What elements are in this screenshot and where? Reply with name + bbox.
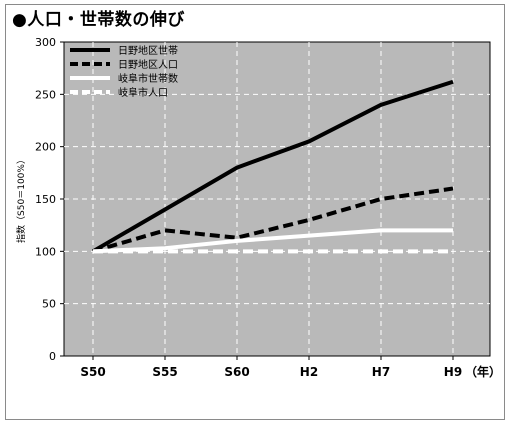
legend-label: 日野地区世帯 bbox=[118, 44, 178, 57]
x-tick-label: S60 bbox=[224, 365, 249, 379]
x-tick-label: H7 bbox=[372, 365, 390, 379]
chart-title: ●人口・世帯数の伸び bbox=[12, 10, 185, 30]
y-tick-label: 100 bbox=[35, 245, 56, 258]
x-tick-label: H9 bbox=[444, 365, 462, 379]
series-line-3 bbox=[92, 228, 453, 254]
y-tick-label: 300 bbox=[35, 36, 56, 49]
y-tick-label: 0 bbox=[49, 350, 56, 363]
y-axis-ticks: 0 50 100 150 200 250 300 bbox=[35, 36, 64, 363]
x-tick-label: H2 bbox=[300, 365, 318, 379]
x-axis-unit: （年） bbox=[465, 364, 501, 379]
legend-label: 岐阜市人口 bbox=[118, 86, 168, 99]
y-tick-label: 150 bbox=[35, 193, 56, 206]
y-tick-label: 200 bbox=[35, 141, 56, 154]
x-tick-label: S55 bbox=[152, 365, 177, 379]
y-tick-label: 50 bbox=[42, 298, 56, 311]
series-line-1 bbox=[91, 79, 454, 254]
series-line-2 bbox=[92, 186, 454, 254]
legend-label: 岐阜市世帯数 bbox=[118, 72, 178, 85]
x-tick-label: S50 bbox=[80, 365, 105, 379]
series-lines bbox=[91, 79, 454, 254]
legend-label: 日野地区人口 bbox=[118, 58, 178, 71]
y-axis-label: 指数（S50＝100%） bbox=[15, 155, 27, 243]
x-axis-ticks: S50 S55 S60 H2 H7 H9 bbox=[80, 356, 462, 379]
y-tick-label: 250 bbox=[35, 88, 56, 101]
